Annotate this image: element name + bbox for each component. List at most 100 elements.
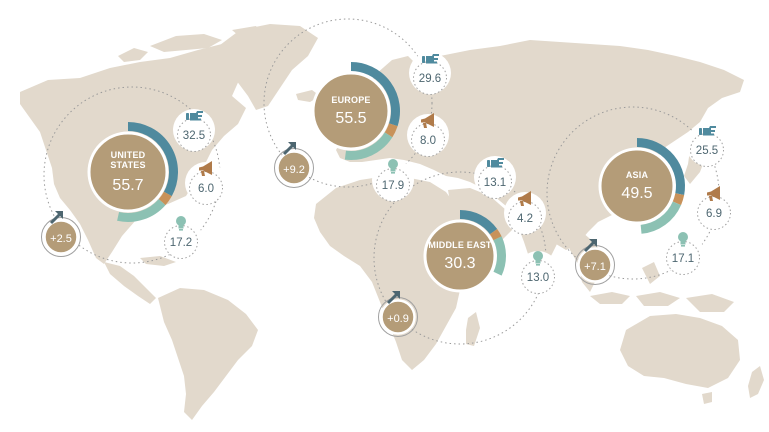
united-states-main-disc — [87, 131, 169, 213]
land-greenland — [216, 24, 318, 110]
megaphone-icon — [421, 113, 434, 128]
europe-main-disc — [311, 71, 391, 151]
asia-main-disc — [598, 147, 676, 225]
europe-bulb-value: 17.9 — [382, 180, 404, 192]
land-caribbean — [140, 256, 176, 266]
united-states-name-line: UNITED — [111, 150, 146, 160]
middle-east-megaphone-value: 4.2 — [517, 213, 533, 225]
hand-fingers — [703, 126, 716, 136]
hand-fingers — [491, 158, 504, 168]
asia-growth-ring — [575, 245, 615, 285]
asia-growth-value: +7.1 — [584, 261, 606, 273]
asia-arc-teal — [640, 201, 682, 234]
lightbulb-icon — [678, 232, 688, 247]
region-asia: ASIA 49.5 25.5 6.9 17.1 +7.1 — [575, 124, 735, 285]
megaphone-cone — [199, 161, 212, 175]
europe-growth: +9.2 — [274, 142, 314, 188]
arrow-up-right-icon — [386, 291, 400, 305]
bulb-base — [391, 172, 395, 174]
land-africa — [314, 176, 480, 370]
middle-east-bulb-bubble: 13.0 — [517, 251, 559, 294]
hand-fingers — [190, 111, 203, 121]
megaphone-handle — [520, 201, 524, 206]
europe-megaphone-value: 8.0 — [420, 135, 436, 147]
land-australia — [620, 314, 740, 388]
united-states-bulb-bubble: 17.2 — [160, 216, 202, 259]
bulb-neck — [535, 260, 541, 264]
united-states-bulb-value: 17.2 — [170, 237, 192, 249]
bulb-glass — [678, 232, 688, 242]
hand-cuff — [699, 128, 702, 135]
middle-east-growth: +0.9 — [378, 291, 418, 337]
lightbulb-icon — [533, 251, 543, 266]
asia-growth: +7.1 — [575, 239, 615, 285]
middle-east-megaphone-bubble: 4.2 — [504, 191, 546, 235]
megaphone-cone — [707, 186, 720, 200]
middle-east-growth-value: +0.9 — [387, 313, 409, 325]
bulb-base — [179, 229, 183, 231]
arrow-up-right-icon — [49, 211, 63, 225]
europe-name-line: EUROPE — [331, 95, 370, 105]
united-states-growth-value: +2.5 — [50, 233, 72, 245]
europe-arc-teal — [344, 132, 393, 160]
middle-east-name-line: MIDDLE EAST — [428, 240, 492, 250]
land-new-guinea — [686, 294, 734, 312]
bulb-neck — [178, 225, 184, 229]
megaphone-icon — [518, 191, 531, 206]
europe-bulb-bubble: 17.9 — [372, 159, 414, 202]
united-states-name-line: STATES — [110, 160, 145, 170]
middle-east-main-disc — [423, 219, 497, 293]
asia-arc-blue — [636, 138, 685, 195]
middle-east-arc-blue — [459, 210, 498, 235]
pointing-hand-icon — [487, 158, 504, 168]
united-states-main-value: 55.7 — [112, 177, 143, 194]
land-indonesia — [590, 262, 680, 306]
pointing-hand-icon — [699, 126, 716, 136]
bulb-glass — [176, 216, 186, 226]
europe-megaphone-bubble: 8.0 — [407, 113, 449, 157]
united-states-hand-bubble: 32.5 — [173, 109, 215, 152]
united-states-growth-disc — [43, 219, 79, 255]
arrow-head — [392, 291, 400, 299]
hand-cuff — [487, 160, 490, 167]
europe-growth-ring — [274, 148, 314, 188]
land-arctic-canada — [150, 34, 222, 52]
united-states-hand-value: 32.5 — [183, 130, 205, 142]
land-south-america — [158, 288, 258, 420]
land-madagascar — [466, 312, 480, 346]
europe-hand-value: 29.6 — [419, 73, 441, 85]
pointing-hand-icon — [186, 111, 203, 121]
asia-hand-value: 25.5 — [696, 145, 718, 157]
middle-east-growth-ring — [378, 297, 418, 337]
united-states-growth-ring — [41, 217, 81, 257]
middle-east-hand-value: 13.1 — [484, 177, 506, 189]
middle-east-arc-teal — [493, 236, 506, 276]
asia-growth-disc — [577, 247, 613, 283]
megaphone-handle — [423, 123, 427, 128]
megaphone-icon — [199, 161, 212, 176]
europe-arc-blue — [350, 62, 400, 127]
bulb-neck — [390, 168, 396, 172]
united-states-arc-teal — [117, 198, 166, 222]
bulb-base — [681, 245, 685, 247]
arrow-head — [55, 211, 63, 219]
land-tasmania — [702, 392, 712, 404]
arrow-head — [589, 239, 597, 247]
asia-arc-orange — [672, 193, 685, 206]
europe-hand-bubble: 29.6 — [409, 52, 451, 95]
united-states-megaphone-value: 6.0 — [198, 183, 214, 195]
hand-cuff — [186, 113, 189, 120]
middle-east-growth-disc — [380, 299, 416, 335]
middle-east-hand-bubble: 13.1 — [474, 156, 516, 199]
orbit-europe — [263, 18, 433, 188]
asia-megaphone-bubble: 6.9 — [693, 186, 735, 230]
asia-name-line: ASIA — [626, 170, 649, 180]
bulb-glass — [388, 159, 398, 169]
asia-hand-bubble: 25.5 — [686, 124, 728, 167]
hand-fingers — [426, 54, 439, 64]
megaphone-cone — [518, 191, 531, 205]
europe-growth-disc — [276, 150, 312, 186]
